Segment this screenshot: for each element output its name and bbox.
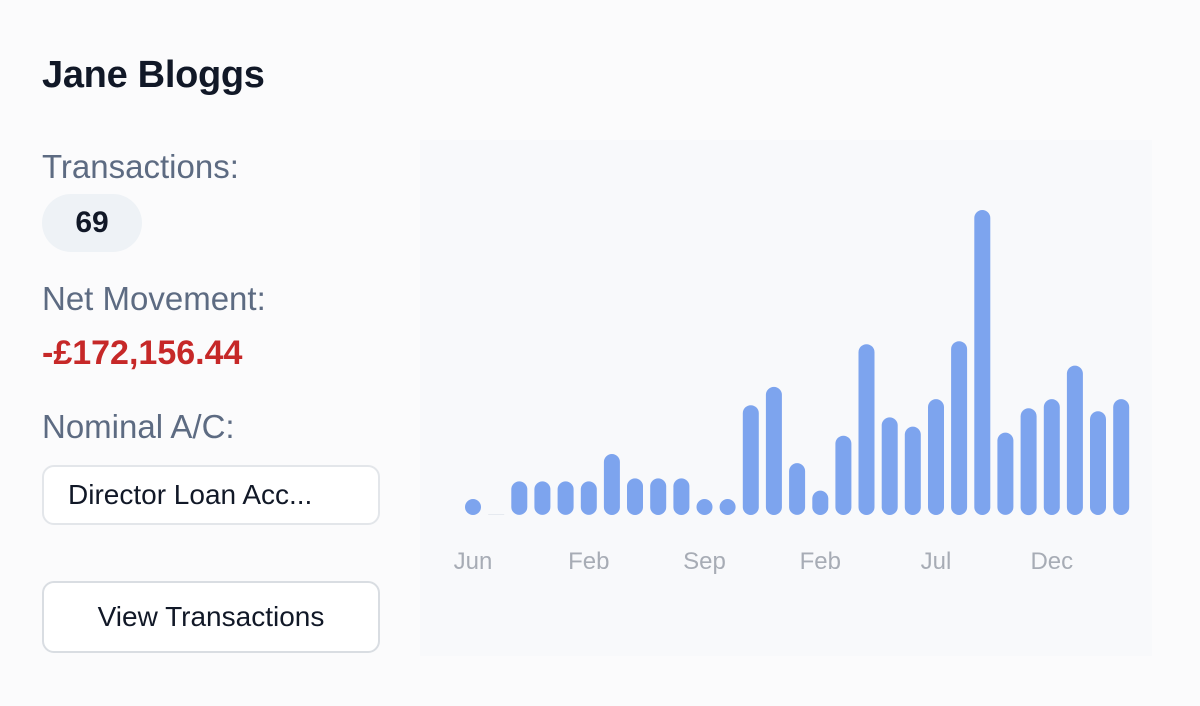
account-name: Jane Bloggs [42, 54, 265, 96]
chart-bar [1113, 399, 1130, 515]
chart-bar [789, 463, 806, 515]
chart-bar [696, 499, 713, 515]
chart-bar [812, 490, 829, 515]
nominal-account-label: Nominal A/C: [42, 408, 235, 445]
chart-bar [1020, 408, 1037, 516]
chart-bar [534, 481, 551, 515]
chart-bar [858, 344, 875, 515]
chart-bar [881, 417, 898, 515]
x-tick-label: Jul [921, 548, 952, 575]
chart-bar [928, 399, 944, 515]
transactions-bar-chart: Jun Feb Sep Feb Jul Dec [420, 140, 1152, 656]
x-tick-label: Sep [683, 548, 726, 575]
chart-bar [650, 478, 667, 515]
transactions-label: Transactions: [42, 148, 239, 185]
net-movement-label: Net Movement: [42, 280, 266, 317]
chart-bar [719, 499, 736, 515]
transactions-count-badge: 69 [42, 194, 142, 252]
chart-bar [511, 481, 528, 515]
nominal-account-selector[interactable]: Director Loan Acc... [42, 465, 380, 525]
x-tick-label: Dec [1030, 548, 1073, 575]
chart-bar [1066, 365, 1083, 515]
x-tick-label: Jun [454, 548, 493, 575]
chart-bar [488, 514, 505, 515]
chart-svg: Jun Feb Sep Feb Jul Dec [454, 210, 1130, 575]
nominal-account-value: Director Loan Acc... [68, 479, 313, 510]
chart-bar [1043, 399, 1060, 515]
net-movement-value: -£172,156.44 [42, 334, 243, 372]
chart-bar [835, 435, 852, 515]
chart-bar [742, 405, 759, 515]
chart-bar [974, 210, 991, 515]
chart-bar [765, 386, 782, 515]
x-tick-label: Feb [568, 548, 609, 575]
chart-bar [557, 481, 574, 515]
chart-bar [904, 426, 921, 515]
chart-bar [627, 478, 643, 515]
chart-bar [580, 481, 597, 515]
view-transactions-button[interactable]: View Transactions [42, 581, 380, 653]
chart-bar [673, 478, 690, 515]
chart-bar [997, 432, 1014, 515]
chart-bar [951, 341, 968, 515]
chart-bar [1090, 411, 1106, 515]
chart-bar [465, 499, 481, 515]
x-tick-label: Feb [800, 548, 841, 575]
chart-bar [603, 454, 620, 515]
